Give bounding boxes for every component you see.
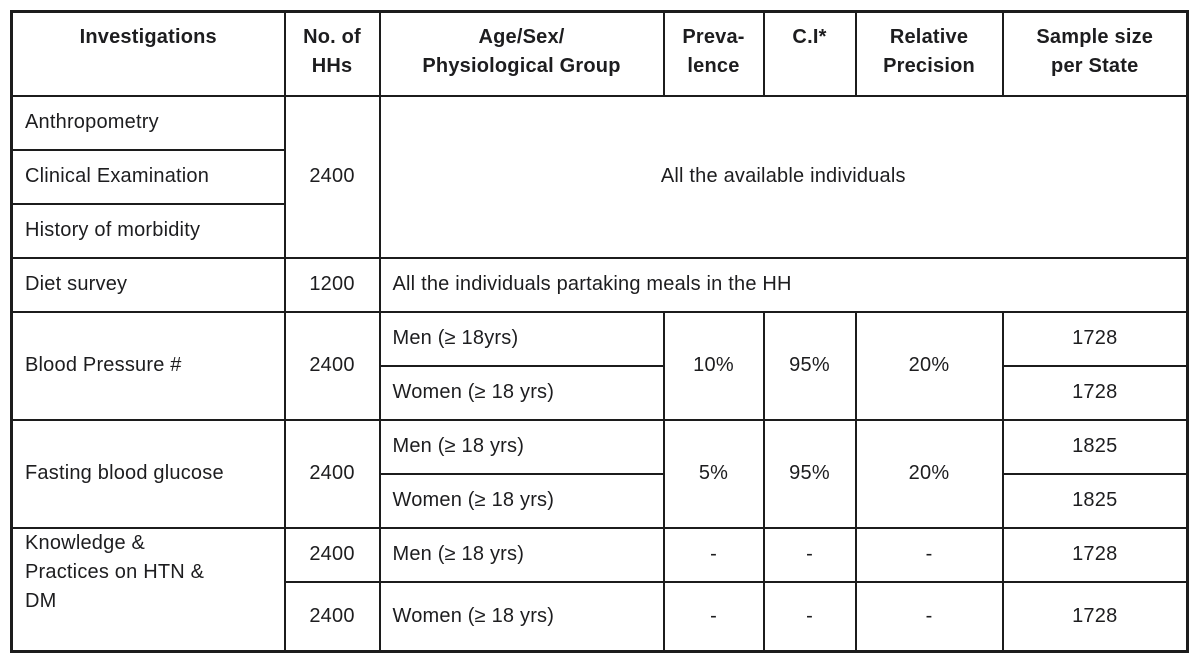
cell-history-of-morbidity: History of morbidity: [10, 202, 286, 259]
cell-bp-sample-women: 1728: [1001, 364, 1189, 421]
cell-diet-group: All the individuals partaking meals in t…: [378, 256, 1189, 313]
cell-knowledge-prevalence-men: -: [662, 526, 765, 583]
cell-knowledge-hhs-men: 2400: [283, 526, 381, 583]
cell-knowledge-ci-men: -: [762, 526, 857, 583]
cell-bp-label: Blood Pressure #: [10, 310, 286, 421]
header-prevalence: Preva- lence: [662, 10, 765, 97]
cell-fbg-label: Fasting blood glucose: [10, 418, 286, 529]
header-row: Investigations No. of HHs Age/Sex/ Physi…: [10, 10, 1189, 97]
cell-fbg-rel-precision: 20%: [854, 418, 1004, 529]
cell-knowledge-sample-women: 1728: [1001, 580, 1189, 653]
row-knowledge-men: Knowledge & Practices on HTN & DM 2400 M…: [10, 526, 1189, 653]
cell-clinical-examination: Clinical Examination: [10, 148, 286, 205]
cell-fbg-men: Men (≥ 18 yrs): [378, 418, 665, 475]
header-investigations: Investigations: [10, 10, 286, 97]
cell-knowledge-hhs-women: 2400: [283, 580, 381, 653]
cell-anthro-group: All the available individuals: [378, 94, 1189, 259]
cell-anthro-hhs: 2400: [283, 94, 381, 259]
survey-sampling-table: Investigations No. of HHs Age/Sex/ Physi…: [10, 10, 1189, 653]
cell-knowledge-rel-precision-women: -: [854, 580, 1004, 653]
cell-fbg-sample-women: 1825: [1001, 472, 1189, 529]
cell-bp-men: Men (≥ 18yrs): [378, 310, 665, 367]
cell-bp-hhs: 2400: [283, 310, 381, 421]
cell-diet-label: Diet survey: [10, 256, 286, 313]
cell-knowledge-ci-women: -: [762, 580, 857, 653]
header-no-of-hhs: No. of HHs: [283, 10, 381, 97]
cell-knowledge-rel-precision-men: -: [854, 526, 1004, 583]
cell-bp-rel-precision: 20%: [854, 310, 1004, 421]
row-anthropometry: Anthropometry 2400 All the available ind…: [10, 94, 1189, 259]
cell-fbg-prevalence: 5%: [662, 418, 765, 529]
cell-anthropometry: Anthropometry: [10, 94, 286, 151]
row-fbg-men: Fasting blood glucose 2400 Men (≥ 18 yrs…: [10, 418, 1189, 529]
cell-bp-ci: 95%: [762, 310, 857, 421]
cell-fbg-women: Women (≥ 18 yrs): [378, 472, 665, 529]
cell-knowledge-sample-men: 1728: [1001, 526, 1189, 583]
cell-fbg-ci: 95%: [762, 418, 857, 529]
row-diet-survey: Diet survey 1200 All the individuals par…: [10, 256, 1189, 313]
cell-bp-women: Women (≥ 18 yrs): [378, 364, 665, 421]
row-blood-pressure-women: Women (≥ 18 yrs) 1728: [12, 364, 1189, 421]
cell-bp-prevalence: 10%: [662, 310, 765, 421]
cell-bp-sample-men: 1728: [1001, 310, 1189, 367]
header-sample-size: Sample size per State: [1001, 10, 1189, 97]
cell-fbg-hhs: 2400: [283, 418, 381, 529]
cell-knowledge-label: Knowledge & Practices on HTN & DM: [10, 526, 286, 653]
cell-fbg-sample-men: 1825: [1001, 418, 1189, 475]
cell-knowledge-men: Men (≥ 18 yrs): [378, 526, 665, 583]
cell-knowledge-prevalence-women: -: [662, 580, 765, 653]
cell-knowledge-women: Women (≥ 18 yrs): [378, 580, 665, 653]
header-ci: C.I*: [762, 10, 857, 97]
header-age-sex-group: Age/Sex/ Physiological Group: [378, 10, 665, 97]
header-relative-precision: Relative Precision: [854, 10, 1004, 97]
row-clinical-examination: Clinical Examination: [10, 148, 1188, 205]
cell-diet-hhs: 1200: [283, 256, 381, 313]
row-history-of-morbidity: History of morbidity: [10, 202, 1188, 259]
row-fbg-women: Women (≥ 18 yrs) 1825: [12, 472, 1189, 529]
row-knowledge-women: 2400 Women (≥ 18 yrs) - - - 1728: [12, 580, 1189, 653]
row-blood-pressure-men: Blood Pressure # 2400 Men (≥ 18yrs) 10% …: [10, 310, 1189, 421]
